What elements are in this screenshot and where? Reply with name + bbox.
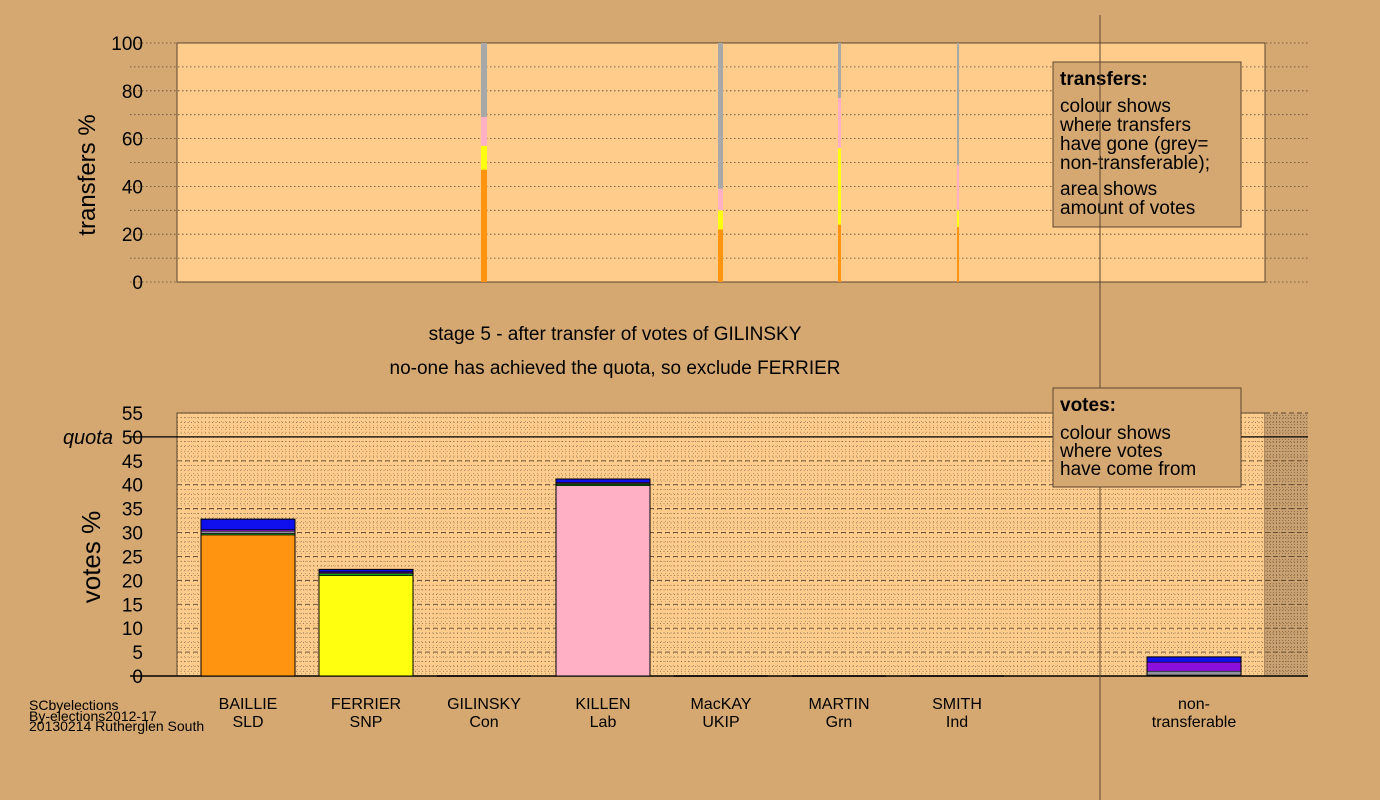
transfers-y-ticks: 0 20 40 60 80 100 xyxy=(111,34,143,294)
footer-line: 20130214 Rutherglen South xyxy=(29,718,204,734)
votes-bar-segment xyxy=(200,534,296,677)
votes-bar-segment xyxy=(555,485,651,677)
votes-y-axis-label: votes % xyxy=(76,511,106,604)
transfers-legend-line: amount of votes xyxy=(1060,198,1195,219)
votes-legend-line: colour shows xyxy=(1060,423,1171,444)
transfers-bar-segment xyxy=(481,169,487,282)
votes-bar-segment xyxy=(200,530,296,534)
candidate-party-label: Ind xyxy=(946,714,968,731)
transfers-y-tick-label: 0 xyxy=(132,273,143,294)
votes-y-tick-label: 55 xyxy=(122,404,143,425)
transfers-bar-segment xyxy=(718,188,723,211)
transfers-y-tick-label: 20 xyxy=(122,225,143,246)
transfers-bar-segment xyxy=(718,210,723,230)
transfers-legend-line: have gone (grey= xyxy=(1060,134,1208,155)
candidate-name-label: MacKAY xyxy=(690,696,751,713)
votes-legend-title: votes: xyxy=(1060,395,1116,416)
transfers-bar-segment xyxy=(838,97,841,149)
votes-y-tick-label: 0 xyxy=(132,667,143,688)
candidate-name-label: FERRIER xyxy=(331,696,401,713)
transfers-bar-segment xyxy=(718,229,723,282)
votes-bar-outline xyxy=(200,518,296,677)
votes-bars xyxy=(200,478,1242,677)
votes-y-tick-label: 10 xyxy=(122,619,143,640)
votes-y-tick-label: 30 xyxy=(122,524,143,545)
votes-bar-segment xyxy=(1146,661,1242,672)
candidate-party-label: SLD xyxy=(232,714,263,731)
transfers-bar-segment xyxy=(838,224,841,282)
transfers-legend-line: area shows xyxy=(1060,179,1157,200)
transfers-bar-segment xyxy=(481,43,487,118)
footer-line: SCbyelections xyxy=(29,697,119,713)
transfers-bar-segment xyxy=(957,164,959,211)
candidate-name-label: KILLEN xyxy=(575,696,630,713)
votes-y-tick-label: 50 xyxy=(122,428,143,449)
candidate-name-label: MARTIN xyxy=(808,696,869,713)
votes-legend-box xyxy=(1052,387,1242,488)
votes-bar-segment xyxy=(1146,670,1242,676)
transfers-bar-segment xyxy=(481,117,487,146)
votes-y-tick-label: 40 xyxy=(122,476,143,497)
stage-subtitle: no-one has achieved the quota, so exclud… xyxy=(390,358,841,379)
stage-description: stage 5 - after transfer of votes of GIL… xyxy=(390,324,841,379)
transfers-y-tick-label: 40 xyxy=(122,177,143,198)
candidate-name-label: SMITH xyxy=(932,696,982,713)
candidate-party-label: Con xyxy=(469,714,498,731)
candidate-name-label: GILINSKY xyxy=(447,696,521,713)
votes-y-tick-label: 25 xyxy=(122,547,143,568)
votes-bar-segment xyxy=(200,518,296,530)
votes-legend-line: where votes xyxy=(1059,441,1162,462)
transfers-bar-segment xyxy=(838,43,841,98)
transfers-legend-line: colour shows xyxy=(1060,96,1171,117)
transfers-bar-segment xyxy=(957,43,959,165)
transfers-y-axis-label: transfers % xyxy=(74,114,101,235)
stage-title: stage 5 - after transfer of votes of GIL… xyxy=(429,324,802,345)
votes-bar-outline xyxy=(1146,656,1242,677)
candidate-name-label: non- xyxy=(1178,696,1210,713)
votes-bar-segment xyxy=(555,478,651,483)
footer-line: By-elections2012-17 xyxy=(29,708,157,724)
transfers-bar-segment xyxy=(957,210,959,228)
transfers-legend-title: transfers: xyxy=(1060,69,1148,90)
source-footer: SCbyelections By-elections2012-17 201302… xyxy=(29,697,204,734)
candidate-party-label: Lab xyxy=(590,714,617,731)
transfers-bars xyxy=(481,43,959,282)
votes-right-margin xyxy=(1265,413,1308,676)
transfers-bar-segment xyxy=(481,145,487,170)
votes-y-tick-label: 5 xyxy=(132,643,143,664)
votes-legend: votes: colour shows where votes have com… xyxy=(1052,387,1242,488)
candidate-party-label: SNP xyxy=(350,714,383,731)
transfers-legend: transfers: colour shows where transfers … xyxy=(1052,61,1242,228)
transfers-legend-line: non-transferable); xyxy=(1060,153,1210,174)
transfers-bar-segment xyxy=(718,43,723,189)
votes-legend-line: have come from xyxy=(1060,459,1196,480)
transfers-y-tick-label: 100 xyxy=(111,34,143,55)
votes-bar-outline xyxy=(555,478,651,677)
transfers-bar-segment xyxy=(838,148,841,225)
transfers-y-tick-label: 80 xyxy=(122,82,143,103)
quota-label: quota xyxy=(63,427,113,449)
votes-bar-segment xyxy=(318,575,414,677)
votes-bar-outline xyxy=(318,568,414,677)
votes-y-tick-label: 15 xyxy=(122,595,143,616)
votes-y-tick-label: 35 xyxy=(122,500,143,521)
transfers-legend-line: where transfers xyxy=(1059,115,1191,136)
candidate-party-label: UKIP xyxy=(702,714,739,731)
transfers-legend-box xyxy=(1052,61,1242,228)
votes-bar-segment xyxy=(1146,656,1242,663)
transfers-bar-segment xyxy=(957,227,959,282)
candidate-party-label: transferable xyxy=(1152,714,1237,731)
transfers-y-tick-label: 60 xyxy=(122,130,143,151)
votes-y-tick-label: 45 xyxy=(122,452,143,473)
candidate-party-label: Grn xyxy=(826,714,853,731)
votes-y-tick-label: 20 xyxy=(122,571,143,592)
candidate-name-label: BAILLIE xyxy=(219,696,278,713)
